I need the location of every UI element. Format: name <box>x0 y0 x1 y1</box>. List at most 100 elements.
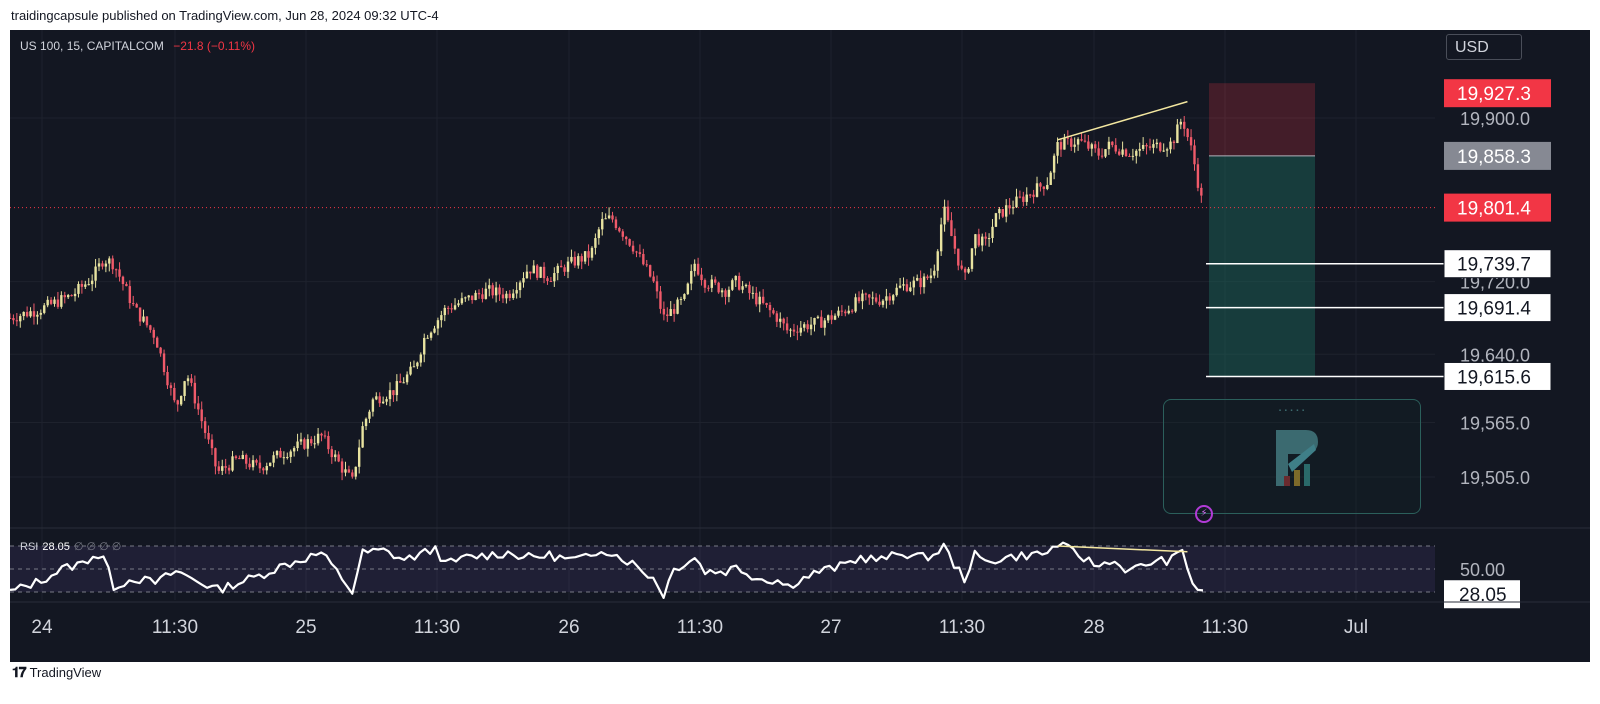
candle-body <box>915 278 919 281</box>
candle-body <box>15 320 19 322</box>
price-label-box <box>1443 361 1552 391</box>
candle-body <box>895 287 898 296</box>
lightning-icon[interactable]: ⚡ <box>1195 505 1213 523</box>
candle-body <box>149 325 152 330</box>
grid-lines <box>10 30 1435 600</box>
candle-body <box>450 308 453 310</box>
candle-body <box>857 297 861 302</box>
rsi-trendline <box>1057 545 1188 553</box>
candle-body <box>416 362 419 367</box>
candle-body <box>381 401 385 404</box>
candle-body <box>515 290 518 294</box>
time-tick-label: 11:30 <box>1202 617 1248 638</box>
candle-body <box>666 314 669 316</box>
candle-body <box>621 231 624 237</box>
candle-body <box>310 439 313 444</box>
candle-body <box>405 374 409 383</box>
candle-body <box>1066 137 1070 139</box>
candle-body <box>820 316 823 328</box>
candle-body <box>926 276 929 279</box>
candle-body <box>559 265 563 268</box>
candle-body <box>638 252 642 254</box>
candle-body <box>669 309 672 316</box>
currency-selector[interactable]: USD <box>1446 34 1522 60</box>
candle-body <box>645 264 648 266</box>
candle-body <box>536 265 539 278</box>
tradingview-brand[interactable]: 𝟏𝟕 TradingView <box>12 664 101 681</box>
candle-body <box>922 276 926 288</box>
candle-body <box>457 303 460 306</box>
candle-body <box>94 266 97 281</box>
candle-body <box>1200 187 1203 196</box>
candle-body <box>296 441 299 449</box>
candle-body <box>49 299 53 304</box>
candle-body <box>724 290 727 297</box>
candle-body <box>207 432 210 440</box>
candle-body <box>351 472 354 477</box>
price-label-text: 19,691.4 <box>1457 299 1531 320</box>
candle-body <box>871 297 874 299</box>
candle-body <box>590 247 594 258</box>
candle-body <box>132 303 135 305</box>
candle-body <box>176 400 179 405</box>
candle-body <box>433 328 436 333</box>
symbol-legend[interactable]: US 100, 15, CAPITALCOM −21.8 (−0.11%) <box>20 39 255 53</box>
candle-body <box>522 278 525 283</box>
candle-body <box>77 283 80 294</box>
candle-body <box>73 293 77 297</box>
candle-body <box>898 285 902 288</box>
candle-body <box>1114 145 1117 152</box>
candle-body <box>108 258 111 264</box>
candle-body <box>97 263 101 267</box>
candle-body <box>1141 144 1145 149</box>
candle-body <box>114 269 118 271</box>
candle-body <box>1104 149 1107 157</box>
candle-body <box>943 206 946 225</box>
candle-body <box>145 316 149 326</box>
candle-body <box>635 251 638 253</box>
candle-body <box>614 219 618 229</box>
candle-body <box>135 304 138 308</box>
candle-body <box>364 418 368 427</box>
candle-body <box>690 271 693 284</box>
rsi-legend[interactable]: RSI 28.05 ∅ ∅ ∅ ∅ <box>20 540 121 553</box>
candle-body <box>850 310 854 312</box>
candle-body <box>446 307 450 309</box>
candle-body <box>1131 155 1135 157</box>
candle-body <box>1186 128 1189 138</box>
candle-body <box>566 261 570 272</box>
author-watermark: ▪ ▪ ▪ ▪ ▪ <box>1163 399 1421 514</box>
candle-body <box>563 267 566 272</box>
candle-body <box>607 215 611 219</box>
rsi-line <box>10 541 1204 599</box>
candle-body <box>354 466 357 477</box>
candle-body <box>162 353 166 373</box>
time-tick-label: 11:30 <box>414 617 460 638</box>
candle-body <box>193 382 197 404</box>
candle-body <box>611 215 614 220</box>
candle-body <box>238 458 241 460</box>
candle-body <box>361 426 364 448</box>
candle-body <box>799 327 803 333</box>
candle-body <box>1107 141 1111 150</box>
candle-body <box>864 293 868 295</box>
candle-body <box>221 466 224 471</box>
price-label-current: 19,801.4 <box>1444 193 1551 222</box>
candle-body <box>785 323 789 331</box>
chart-frame[interactable]: 19,505.0 19,565.0 19,640.0 19,720.0 19,900.0… <box>10 30 1590 662</box>
candle-body <box>248 463 251 468</box>
chart-canvas[interactable]: 19,505.019,565.019,640.019,720.019,900.0… <box>10 30 1590 662</box>
candle-body <box>1117 151 1121 155</box>
candle-body <box>518 282 522 291</box>
candle-body <box>631 245 635 252</box>
candle-body <box>573 256 577 266</box>
candle-body <box>1183 121 1186 129</box>
candle-body <box>683 294 686 300</box>
candle-body <box>628 239 631 246</box>
candle-body <box>861 293 864 302</box>
candle-body <box>39 312 43 315</box>
candle-body <box>881 300 885 305</box>
candle-body <box>587 251 590 258</box>
candle-body <box>556 265 559 274</box>
candle-body <box>429 332 433 338</box>
